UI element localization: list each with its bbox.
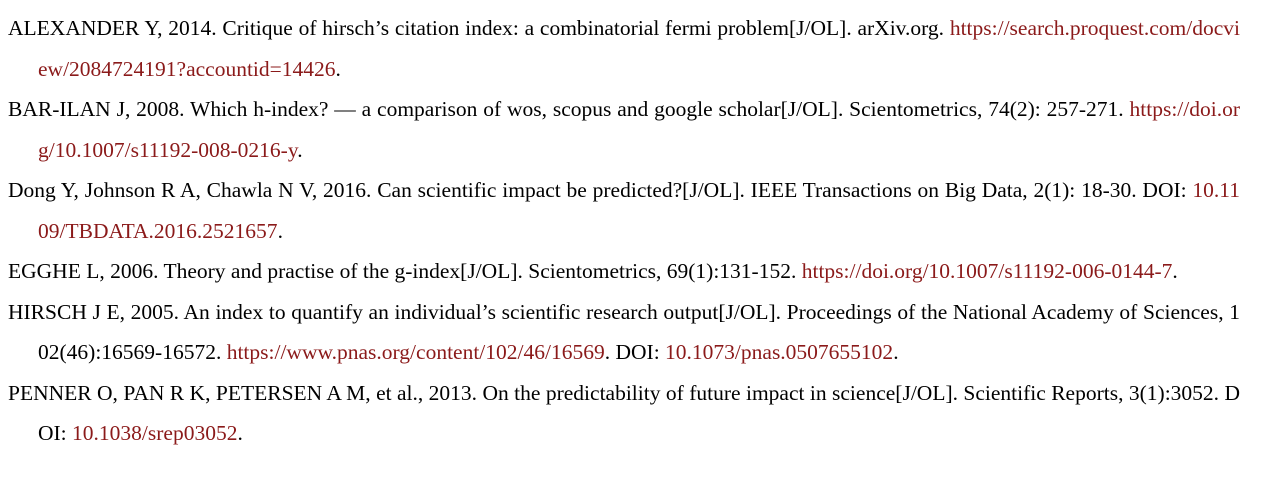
reference-punctuation: . xyxy=(335,56,341,81)
reference-text: ALEXANDER Y, 2014. Critique of hirsch’s … xyxy=(8,16,950,40)
reference-url-link[interactable]: https://doi.org/10.1007/s11192-008-0216-… xyxy=(38,97,1240,162)
reference-punctuation: . xyxy=(893,340,899,364)
reference-punctuation: . xyxy=(604,340,616,364)
reference-item: EGGHE L, 2006. Theory and practise of th… xyxy=(8,251,1240,292)
reference-item: HIRSCH J E, 2005. An index to quantify a… xyxy=(8,292,1240,373)
doi-prefix: DOI: xyxy=(1142,178,1193,202)
doi-prefix: DOI: xyxy=(38,380,1240,446)
reference-punctuation: . xyxy=(1172,259,1178,283)
reference-text: Dong Y, Johnson R A, Chawla N V, 2016. C… xyxy=(8,178,1143,202)
reference-url-link[interactable]: https://www.pnas.org/content/102/46/1656… xyxy=(226,340,605,364)
reference-text: BAR-ILAN J, 2008. Which h-index? — a com… xyxy=(8,97,1130,121)
reference-punctuation: . xyxy=(237,421,243,445)
reference-text: EGGHE L, 2006. Theory and practise of th… xyxy=(8,259,802,283)
reference-punctuation: . xyxy=(277,218,283,243)
reference-doi-link[interactable]: 10.1038/srep03052 xyxy=(72,421,238,445)
reference-url-link[interactable]: https://search.proquest.com/docview/2084… xyxy=(38,16,1240,81)
reference-text: HIRSCH J E, 2005. An index to quantify a… xyxy=(8,299,1240,365)
reference-item: PENNER O, PAN R K, PETERSEN A M, et al.,… xyxy=(8,373,1240,454)
reference-item: ALEXANDER Y, 2014. Critique of hirsch’s … xyxy=(8,8,1240,89)
reference-doi-link[interactable]: 10.1109/TBDATA.2016.2521657 xyxy=(38,178,1240,243)
reference-item: BAR-ILAN J, 2008. Which h-index? — a com… xyxy=(8,89,1240,170)
reference-url-link[interactable]: https://doi.org/10.1007/s11192-006-0144-… xyxy=(801,259,1173,283)
doi-prefix: DOI: xyxy=(615,340,666,364)
reference-item: Dong Y, Johnson R A, Chawla N V, 2016. C… xyxy=(8,170,1240,251)
reference-list: ALEXANDER Y, 2014. Critique of hirsch’s … xyxy=(8,8,1240,454)
reference-doi-link[interactable]: 10.1073/pnas.0507655102 xyxy=(665,340,894,364)
reference-text: PENNER O, PAN R K, PETERSEN A M, et al.,… xyxy=(8,380,1225,405)
reference-punctuation: . xyxy=(297,137,303,162)
